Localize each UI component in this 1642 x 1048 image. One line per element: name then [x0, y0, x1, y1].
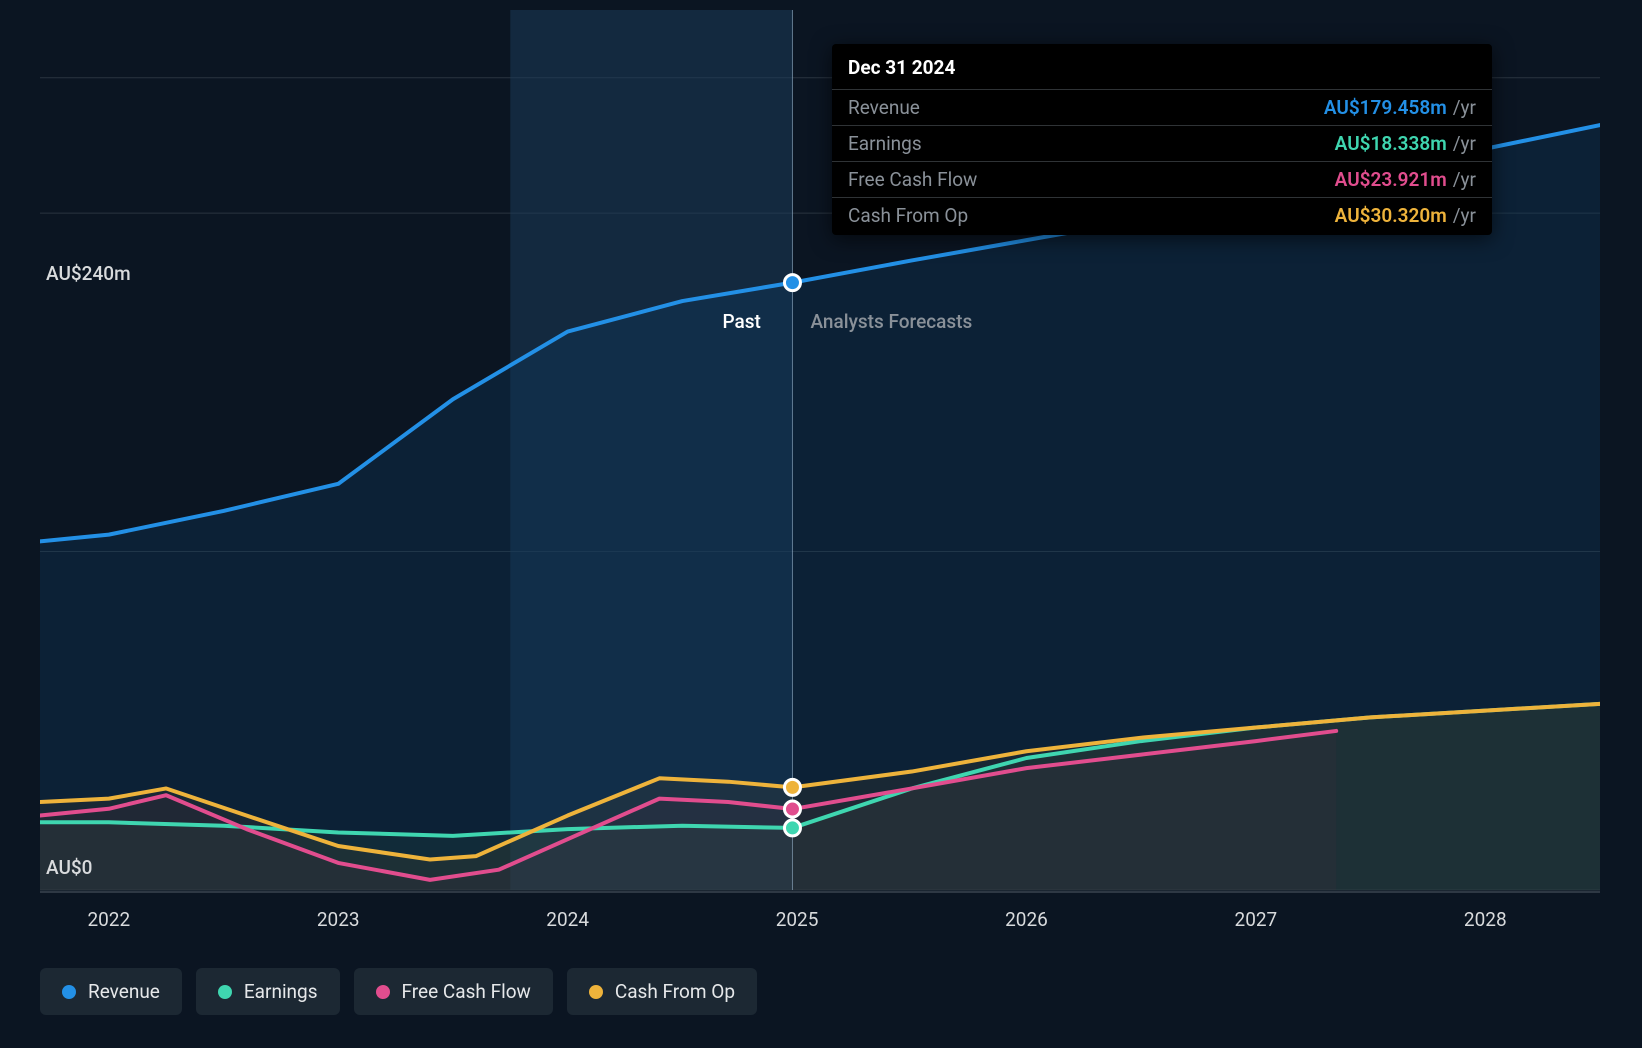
chart-legend: Revenue Earnings Free Cash Flow Cash From O… — [40, 968, 757, 1015]
tooltip-row-free-cash-flow: Free Cash FlowAU$23.921m/yr — [832, 162, 1492, 198]
legend-dot-icon — [589, 985, 603, 999]
x-axis-year-2025: 2025 — [776, 908, 819, 931]
x-axis-year-2028: 2028 — [1464, 908, 1507, 931]
tooltip-row-value: AU$23.921m — [1335, 168, 1447, 191]
forecast-section-label: Analysts Forecasts — [810, 310, 972, 333]
tooltip-row-label: Free Cash Flow — [848, 168, 1335, 191]
tooltip-row-value: AU$30.320m — [1335, 204, 1447, 227]
tooltip-row-unit: /yr — [1453, 96, 1476, 119]
past-section-label: Past — [722, 310, 760, 333]
x-axis-year-2023: 2023 — [317, 908, 360, 931]
legend-item-free_cash_flow[interactable]: Free Cash Flow — [354, 968, 553, 1015]
legend-item-label: Free Cash Flow — [402, 980, 531, 1003]
tooltip-row-label: Earnings — [848, 132, 1335, 155]
legend-item-label: Revenue — [88, 980, 160, 1003]
tooltip-row-earnings: EarningsAU$18.338m/yr — [832, 126, 1492, 162]
legend-item-revenue[interactable]: Revenue — [40, 968, 182, 1015]
hover-tooltip: Dec 31 2024 RevenueAU$179.458m/yrEarning… — [832, 44, 1492, 235]
tooltip-row-revenue: RevenueAU$179.458m/yr — [832, 90, 1492, 126]
legend-item-cash_from_op[interactable]: Cash From Op — [567, 968, 757, 1015]
tooltip-row-label: Revenue — [848, 96, 1324, 119]
tooltip-row-unit: /yr — [1453, 132, 1476, 155]
legend-item-earnings[interactable]: Earnings — [196, 968, 340, 1015]
legend-dot-icon — [62, 985, 76, 999]
tooltip-row-unit: /yr — [1453, 204, 1476, 227]
x-axis-year-2022: 2022 — [87, 908, 130, 931]
y-axis-label-240: AU$240m — [46, 262, 131, 285]
legend-dot-icon — [218, 985, 232, 999]
y-axis-label-0: AU$0 — [46, 856, 92, 879]
tooltip-row-value: AU$179.458m — [1324, 96, 1447, 119]
x-axis-year-2024: 2024 — [546, 908, 589, 931]
tooltip-date: Dec 31 2024 — [832, 50, 1492, 90]
tooltip-row-unit: /yr — [1453, 168, 1476, 191]
legend-dot-icon — [376, 985, 390, 999]
x-axis-year-2027: 2027 — [1235, 908, 1278, 931]
x-axis-year-2026: 2026 — [1005, 908, 1048, 931]
chart-container: AU$240m AU$0 Past Analysts Forecasts Dec… — [40, 10, 1620, 900]
tooltip-row-cash-from-op: Cash From OpAU$30.320m/yr — [832, 198, 1492, 233]
legend-item-label: Earnings — [244, 980, 318, 1003]
legend-item-label: Cash From Op — [615, 980, 735, 1003]
tooltip-row-label: Cash From Op — [848, 204, 1335, 227]
tooltip-row-value: AU$18.338m — [1335, 132, 1447, 155]
